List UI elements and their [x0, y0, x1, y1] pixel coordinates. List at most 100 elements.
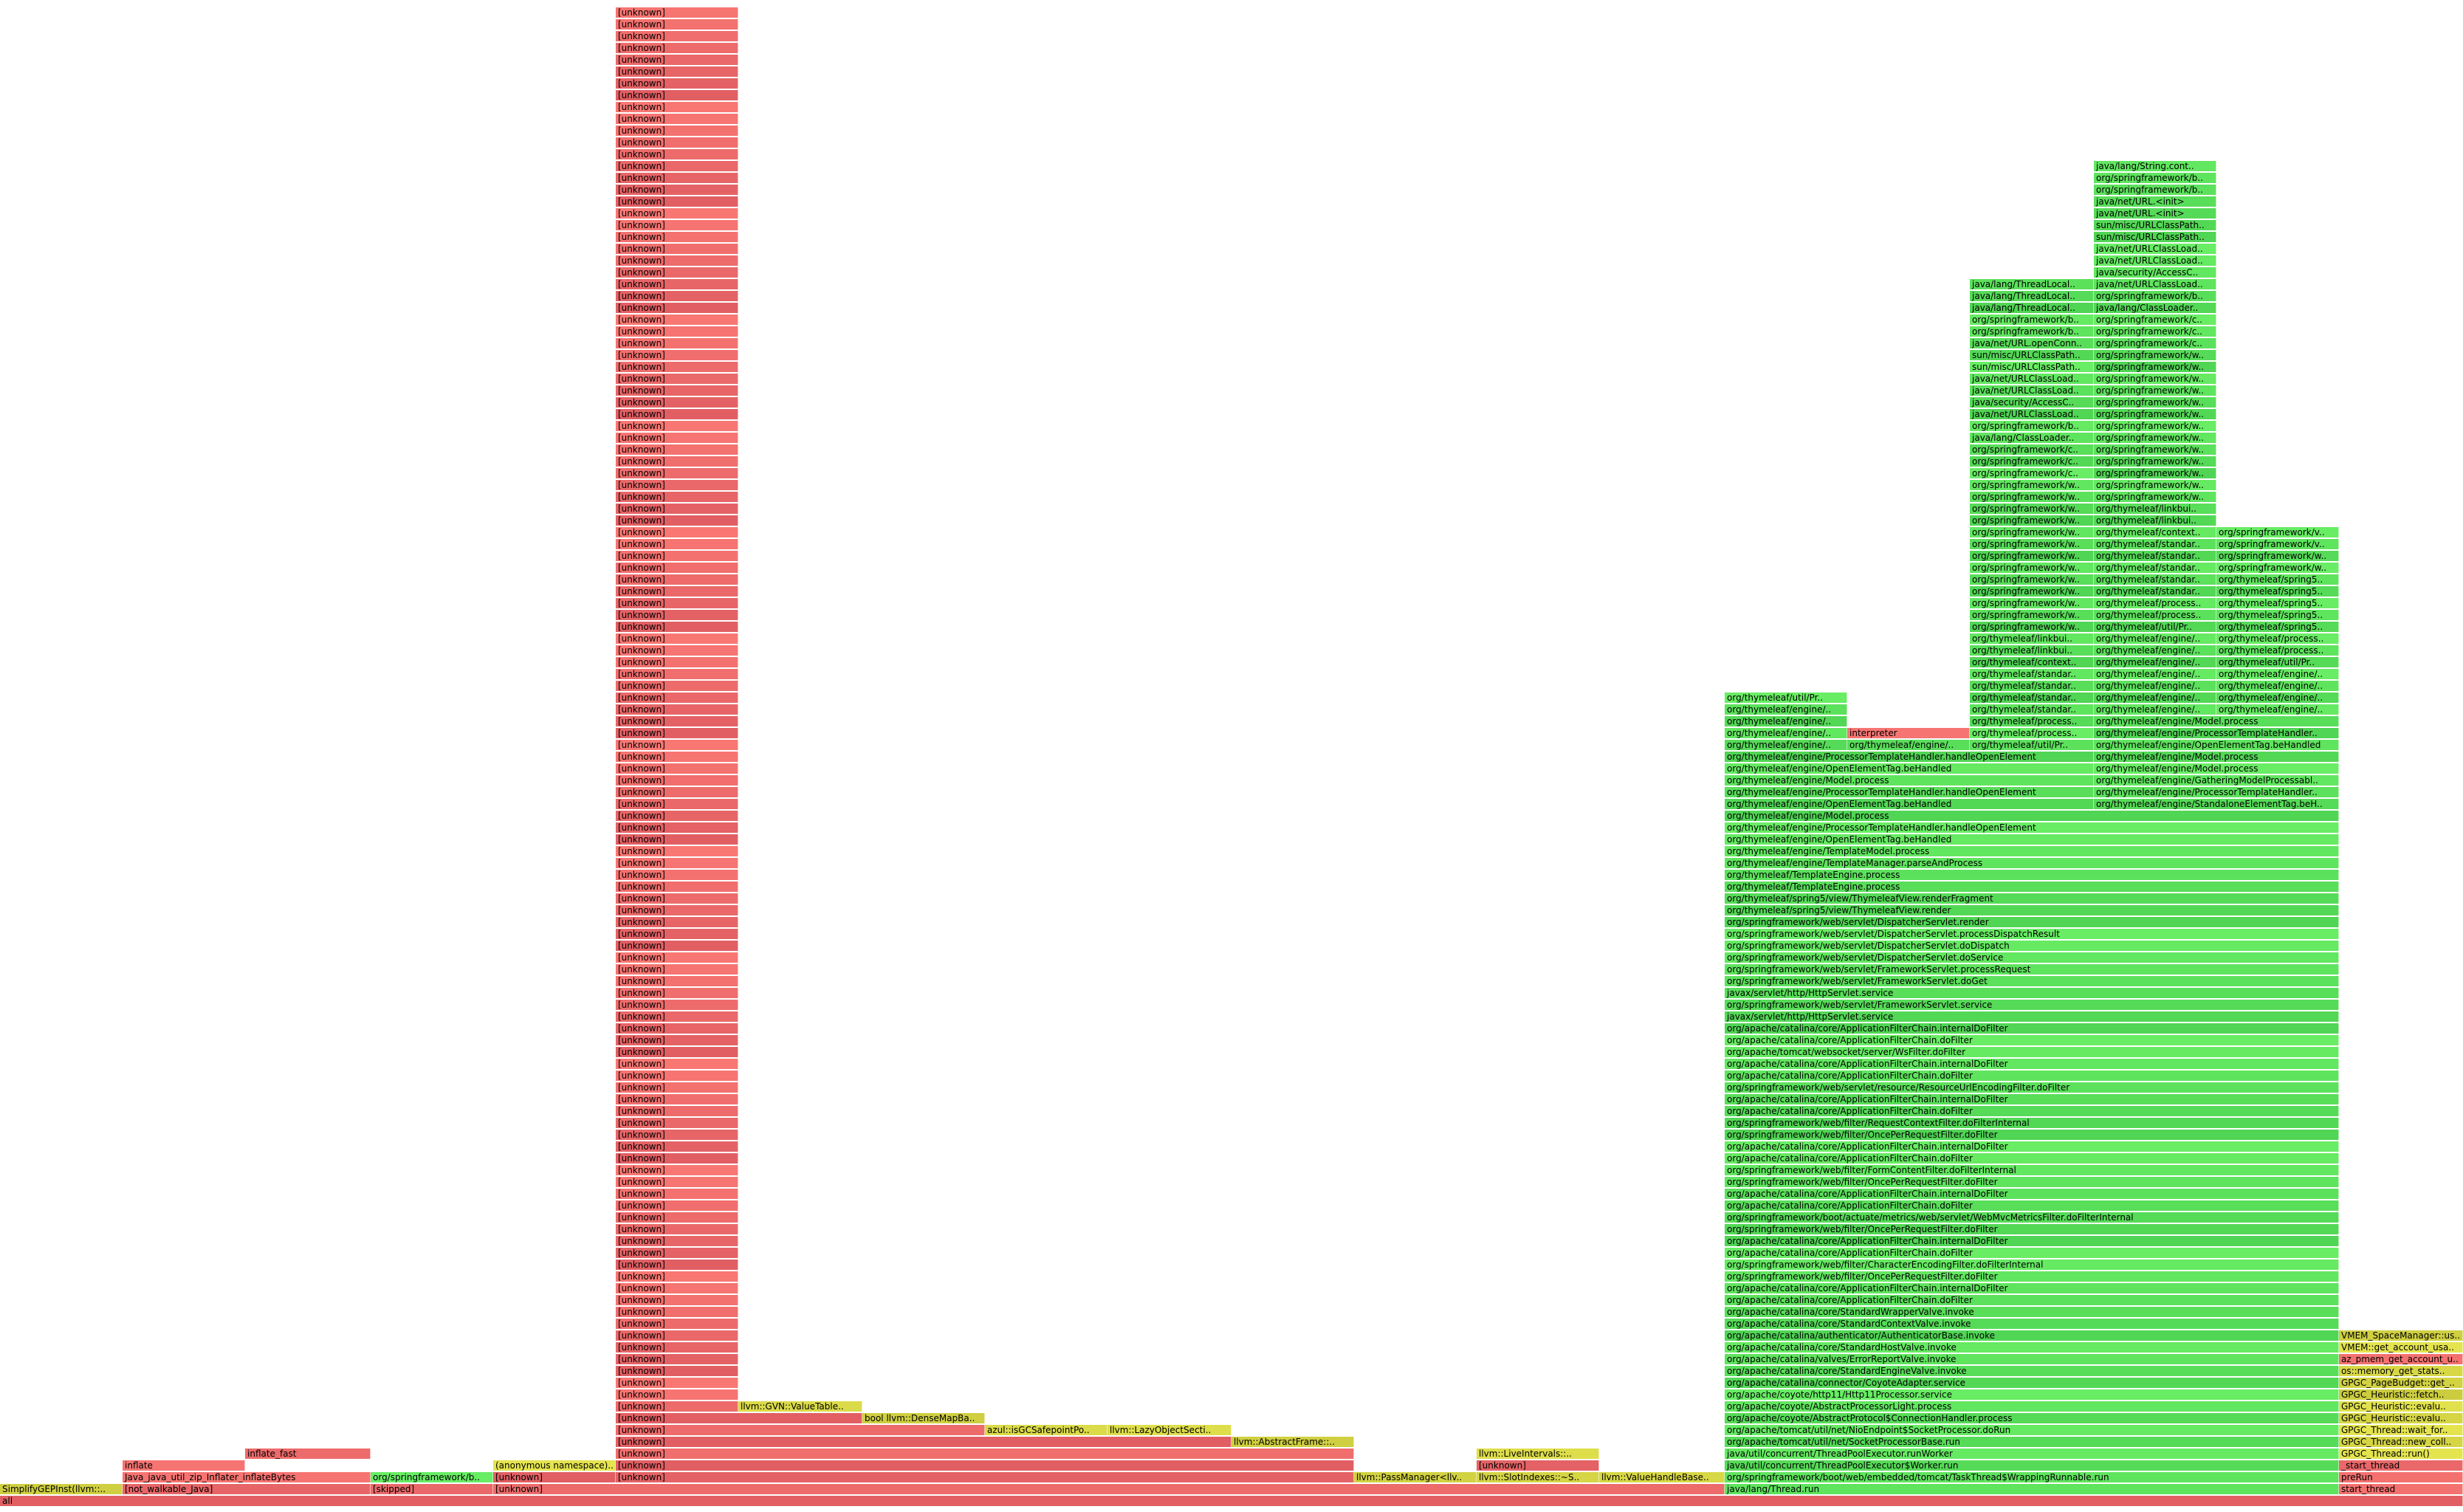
flame-frame[interactable]: [unknown]: [616, 1425, 985, 1435]
flame-frame[interactable]: org/apache/catalina/core/ApplicationFilt…: [1725, 1200, 2339, 1211]
flame-frame[interactable]: org/thymeleaf/linkbui..: [1970, 633, 2094, 644]
flame-frame[interactable]: org/springframework/w..: [2094, 374, 2216, 384]
flame-frame[interactable]: [unknown]: [616, 976, 738, 986]
flame-frame[interactable]: org/springframework/b..: [1970, 315, 2094, 325]
flame-frame[interactable]: [unknown]: [616, 752, 738, 762]
flame-frame[interactable]: [unknown]: [616, 822, 738, 833]
flame-frame[interactable]: llvm::GVN::ValueTable..: [738, 1401, 862, 1412]
flame-frame[interactable]: org/thymeleaf/spring5..: [2216, 574, 2339, 585]
flame-frame[interactable]: [unknown]: [616, 563, 738, 573]
flame-frame[interactable]: [unknown]: [616, 409, 738, 419]
flame-frame[interactable]: [unknown]: [616, 858, 738, 868]
flame-frame[interactable]: llvm::AbstractFrame::..: [1232, 1437, 1354, 1447]
flame-frame[interactable]: java/net/URL.<init>: [2094, 208, 2216, 219]
flame-frame[interactable]: org/springframework/b..: [2094, 291, 2216, 301]
flame-frame[interactable]: org/springframework/web/filter/Character…: [1725, 1260, 2339, 1270]
flame-frame[interactable]: org/thymeleaf/context..: [2094, 527, 2216, 537]
flame-frame[interactable]: [unknown]: [616, 173, 738, 183]
flame-frame[interactable]: org/apache/catalina/core/ApplicationFilt…: [1725, 1248, 2339, 1258]
flame-frame[interactable]: [unknown]: [616, 846, 738, 856]
flame-frame[interactable]: org/apache/coyote/AbstractProcessorLight…: [1725, 1401, 2339, 1412]
flame-frame[interactable]: sun/misc/URLClassPath..: [1970, 350, 2094, 360]
flame-frame[interactable]: [unknown]: [616, 1118, 738, 1128]
flame-frame[interactable]: org/thymeleaf/process..: [2094, 610, 2216, 620]
flame-frame[interactable]: org/springframework/c..: [1970, 444, 2094, 455]
flame-frame[interactable]: SimplifyGEPInst(llvm::..: [0, 1484, 123, 1494]
flame-frame[interactable]: [unknown]: [616, 1047, 738, 1057]
flame-frame[interactable]: org/springframework/web/servlet/Framewor…: [1725, 964, 2339, 975]
flame-frame[interactable]: java/net/URLClassLoad..: [2094, 279, 2216, 289]
flame-frame[interactable]: org/thymeleaf/standar..: [1970, 704, 2094, 715]
flame-frame[interactable]: org/thymeleaf/engine/..: [2094, 645, 2216, 656]
flame-frame[interactable]: org/thymeleaf/engine/..: [2094, 669, 2216, 679]
flame-frame[interactable]: org/apache/catalina/core/ApplicationFilt…: [1725, 1035, 2339, 1045]
flame-frame[interactable]: org/springframework/c..: [1970, 456, 2094, 467]
flame-frame[interactable]: [unknown]: [616, 1342, 738, 1353]
flame-frame[interactable]: GPGC_Thread::run(): [2339, 1449, 2463, 1459]
flame-frame[interactable]: [unknown]: [616, 149, 738, 159]
flame-frame[interactable]: org/thymeleaf/engine/ProcessorTemplateHa…: [2094, 787, 2339, 797]
flame-frame[interactable]: org/springframework/w..: [2094, 468, 2216, 478]
flame-frame[interactable]: java/net/URL.openConn..: [1970, 338, 2094, 348]
flame-frame[interactable]: [unknown]: [616, 704, 738, 715]
flame-frame[interactable]: org/thymeleaf/engine/OpenElementTag.beHa…: [1725, 799, 2094, 809]
flame-frame[interactable]: [unknown]: [616, 515, 738, 526]
flame-frame[interactable]: [unknown]: [616, 1082, 738, 1093]
flame-frame[interactable]: [unknown]: [616, 622, 738, 632]
flame-frame[interactable]: org/springframework/w..: [2094, 433, 2216, 443]
flame-frame[interactable]: [unknown]: [616, 1460, 1354, 1471]
flame-frame[interactable]: [unknown]: [616, 114, 738, 124]
flame-frame[interactable]: org/thymeleaf/engine/Model.process: [1725, 811, 2339, 821]
flame-frame[interactable]: org/thymeleaf/engine/..: [1725, 704, 1847, 715]
flame-frame[interactable]: [unknown]: [616, 681, 738, 691]
flame-frame[interactable]: javax/servlet/http/HttpServlet.service: [1725, 1011, 2339, 1022]
flame-frame[interactable]: org/thymeleaf/engine/Model.process: [2094, 752, 2339, 762]
flame-frame[interactable]: [unknown]: [616, 551, 738, 561]
flame-frame[interactable]: os::memory_get_stats..: [2339, 1366, 2463, 1376]
flame-frame[interactable]: [unknown]: [616, 1094, 738, 1104]
flame-frame[interactable]: org/apache/catalina/connector/CoyoteAdap…: [1725, 1378, 2339, 1388]
flame-frame[interactable]: org/apache/tomcat/util/net/NioEndpoint$S…: [1725, 1425, 2339, 1435]
flame-frame[interactable]: org/thymeleaf/spring5/view/ThymeleafView…: [1725, 893, 2339, 904]
flame-frame[interactable]: org/springframework/w..: [2216, 563, 2339, 573]
flame-frame[interactable]: org/springframework/w..: [2094, 492, 2216, 502]
flame-frame[interactable]: [unknown]: [616, 1271, 738, 1282]
flame-frame[interactable]: [skipped]: [371, 1484, 493, 1494]
flame-frame[interactable]: org/thymeleaf/standar..: [2094, 539, 2216, 549]
flame-frame[interactable]: org/springframework/w..: [2094, 421, 2216, 431]
flame-frame[interactable]: org/thymeleaf/process..: [1970, 728, 2094, 738]
flame-frame[interactable]: java/security/AccessC..: [1970, 397, 2094, 408]
flame-frame[interactable]: org/springframework/w..: [1970, 586, 2094, 597]
flame-frame[interactable]: [unknown]: [616, 799, 738, 809]
flame-frame[interactable]: org/apache/catalina/core/ApplicationFilt…: [1725, 1023, 2339, 1034]
flame-frame[interactable]: org/apache/catalina/core/StandardWrapper…: [1725, 1307, 2339, 1317]
flame-frame[interactable]: org/thymeleaf/engine/ProcessorTemplateHa…: [1725, 752, 2094, 762]
flame-frame[interactable]: java/net/URLClassLoad..: [1970, 374, 2094, 384]
flame-frame[interactable]: [unknown]: [616, 279, 738, 289]
flame-frame[interactable]: org/apache/catalina/core/ApplicationFilt…: [1725, 1071, 2339, 1081]
flame-frame[interactable]: java/lang/ThreadLocal..: [1970, 303, 2094, 313]
flame-frame[interactable]: org/apache/catalina/core/ApplicationFilt…: [1725, 1141, 2339, 1152]
flame-frame[interactable]: org/springframework/w..: [2094, 444, 2216, 455]
flame-frame[interactable]: javax/servlet/http/HttpServlet.service: [1725, 988, 2339, 998]
flame-frame[interactable]: org/springframework/c..: [2094, 326, 2216, 337]
flame-frame[interactable]: org/thymeleaf/engine/..: [1725, 740, 1847, 750]
flame-frame[interactable]: [unknown]: [616, 657, 738, 667]
flame-frame[interactable]: org/springframework/w..: [1970, 504, 2094, 514]
flame-frame[interactable]: java/net/URLClassLoad..: [1970, 409, 2094, 419]
flame-frame[interactable]: [unknown]: [616, 362, 738, 372]
flame-frame[interactable]: java/net/URLClassLoad..: [2094, 255, 2216, 266]
flame-frame[interactable]: java/net/URLClassLoad..: [1970, 385, 2094, 396]
flame-frame[interactable]: preRun: [2339, 1472, 2463, 1482]
flame-frame[interactable]: [unknown]: [616, 1437, 1232, 1447]
flame-frame[interactable]: [unknown]: [616, 811, 738, 821]
flame-frame[interactable]: org/thymeleaf/linkbui..: [1970, 645, 2094, 656]
flame-frame[interactable]: [unknown]: [616, 941, 738, 951]
flame-frame[interactable]: org/apache/catalina/core/StandardContext…: [1725, 1319, 2339, 1329]
flame-frame[interactable]: org/thymeleaf/engine/..: [2216, 669, 2339, 679]
flame-frame[interactable]: org/springframework/c..: [1970, 468, 2094, 478]
flame-frame[interactable]: org/springframework/web/servlet/Dispatch…: [1725, 941, 2339, 951]
flame-frame[interactable]: org/thymeleaf/TemplateEngine.process: [1725, 870, 2339, 880]
flame-frame[interactable]: [unknown]: [616, 1011, 738, 1022]
flame-frame[interactable]: org/thymeleaf/engine/..: [1725, 728, 1847, 738]
